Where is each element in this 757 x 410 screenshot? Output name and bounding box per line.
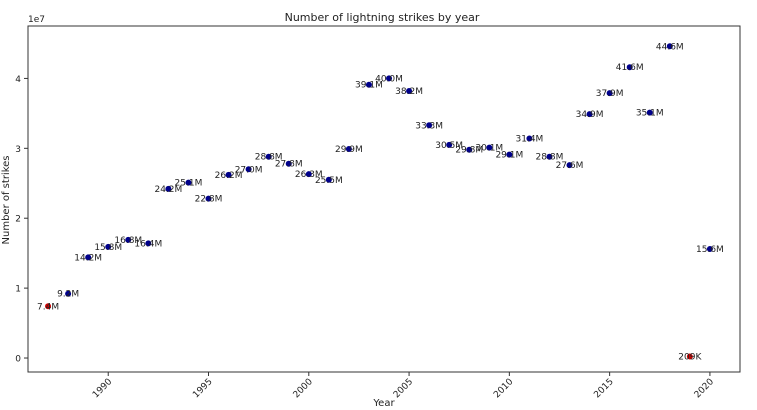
data-point xyxy=(285,160,292,167)
data-point xyxy=(145,240,152,247)
chart-title: Number of lightning strikes by year xyxy=(285,11,480,24)
y-tick-label: 2 xyxy=(15,215,21,225)
data-label: 38.2M xyxy=(395,87,423,97)
data-label: 35.1M xyxy=(636,109,664,119)
data-label: 209K xyxy=(678,353,702,363)
data-label: 44.6M xyxy=(656,42,684,52)
data-point xyxy=(386,75,393,82)
y-axis-label: Number of strikes xyxy=(1,156,12,245)
data-point xyxy=(686,353,693,360)
x-tick-label: 2015 xyxy=(592,377,615,400)
data-label: 26.3M xyxy=(295,170,323,180)
y-offset-text: 1e7 xyxy=(28,15,45,25)
data-label: 29.8M xyxy=(455,146,483,156)
data-label: 34.9M xyxy=(576,110,604,120)
data-label: 16.8M xyxy=(114,236,142,246)
data-label: 29.9M xyxy=(335,145,363,155)
data-label: 7.4M xyxy=(37,302,59,312)
data-label: 15.8M xyxy=(94,243,122,253)
data-label: 25.1M xyxy=(175,179,203,189)
x-tick-label: 2010 xyxy=(492,377,515,400)
data-point xyxy=(426,122,433,129)
data-point xyxy=(546,153,553,160)
data-point xyxy=(526,135,533,142)
data-point xyxy=(325,176,332,183)
data-point xyxy=(85,254,92,261)
x-tick-label: 1995 xyxy=(191,377,214,400)
y-tick-label: 4 xyxy=(15,75,21,85)
data-point xyxy=(105,243,112,250)
data-label: 25.5M xyxy=(315,176,343,186)
data-point xyxy=(446,141,453,148)
y-tick-label: 3 xyxy=(15,145,21,155)
data-point xyxy=(345,146,352,153)
data-point xyxy=(666,43,673,50)
x-axis: 1990 1995 2000 2005 2010 2015 2020 xyxy=(91,372,716,400)
data-point xyxy=(626,64,633,71)
data-label: 41.6M xyxy=(616,63,644,73)
data-label: 27.6M xyxy=(556,161,584,171)
x-tick-label: 2020 xyxy=(693,377,716,400)
data-label: 33.3M xyxy=(415,121,443,131)
data-point xyxy=(245,166,252,173)
data-point xyxy=(265,153,272,160)
data-point xyxy=(566,162,573,169)
data-label: 24.2M xyxy=(154,185,182,195)
data-label: 39.1M xyxy=(355,81,383,91)
data-label: 30.1M xyxy=(475,144,503,154)
data-label: 28.8M xyxy=(536,153,564,163)
data-point xyxy=(45,303,52,310)
x-tick-label: 2000 xyxy=(292,377,315,400)
y-tick-label: 1 xyxy=(15,285,21,295)
data-point xyxy=(506,151,513,158)
plot-frame xyxy=(27,25,741,373)
data-point xyxy=(706,245,713,252)
data-point xyxy=(65,290,72,297)
data-label: 27.0M xyxy=(235,165,263,175)
y-tick-label: 0 xyxy=(15,355,21,365)
data-point xyxy=(606,90,613,97)
data-point xyxy=(165,185,172,192)
data-label: 9.2M xyxy=(57,290,79,300)
data-point xyxy=(586,111,593,118)
data-label: 37.9M xyxy=(596,89,624,99)
data-label: 31.4M xyxy=(516,135,544,145)
data-label: 29.1M xyxy=(495,151,523,161)
data-label: 28.8M xyxy=(255,153,283,163)
data-point xyxy=(466,146,473,153)
data-point xyxy=(185,179,192,186)
data-label: 22.8M xyxy=(195,195,223,205)
x-axis-label: Year xyxy=(372,398,395,409)
data-point xyxy=(305,171,312,178)
data-label: 30.5M xyxy=(435,141,463,151)
data-label: 26.2M xyxy=(215,171,243,181)
data-point xyxy=(225,171,232,178)
x-tick-label: 2005 xyxy=(392,377,415,400)
data-point xyxy=(205,195,212,202)
data-point xyxy=(646,109,653,116)
x-tick-label: 1990 xyxy=(91,377,114,400)
data-point xyxy=(125,236,132,243)
data-point xyxy=(486,144,493,151)
y-axis: 0 1 2 3 4 xyxy=(15,75,28,365)
data-label: 40.0M xyxy=(375,74,403,84)
data-point xyxy=(365,81,372,88)
data-label: 16.4M xyxy=(134,239,162,249)
data-label: 14.2M xyxy=(74,253,102,263)
data-label: 27.8M xyxy=(275,160,303,170)
data-label: 15.6M xyxy=(696,245,724,255)
data-point xyxy=(406,88,413,95)
